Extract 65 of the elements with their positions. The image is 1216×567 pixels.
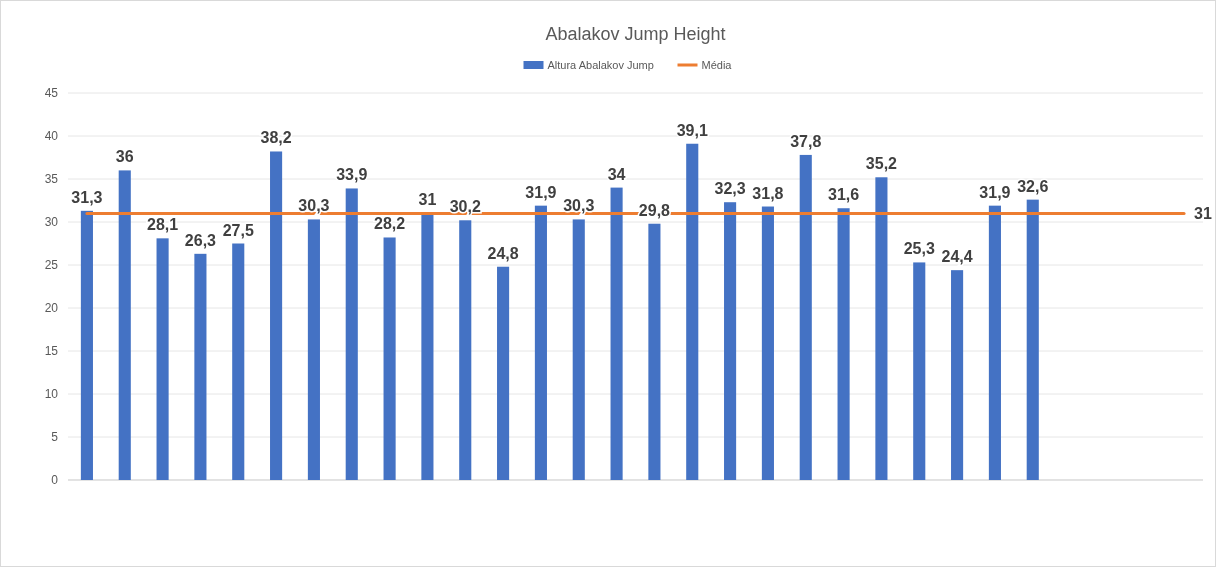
data-label: 28,2 [374, 215, 406, 233]
data-label: 38,2 [260, 129, 292, 147]
data-label: 30,3 [563, 197, 595, 215]
bar [724, 202, 737, 480]
data-label: 30,3 [298, 197, 330, 215]
bar [648, 223, 661, 480]
bar [270, 151, 283, 480]
y-tick-label: 0 [51, 473, 59, 487]
bar [610, 187, 623, 480]
y-tick-label: 25 [44, 258, 59, 272]
bar [1026, 199, 1039, 480]
y-tick-label: 10 [44, 387, 59, 401]
bar [345, 188, 358, 480]
data-label: 31 [418, 191, 437, 209]
bar [761, 206, 774, 480]
y-tick-label: 30 [44, 215, 59, 229]
data-label: 31 [1194, 205, 1212, 223]
bar [156, 238, 169, 480]
data-label: 30,2 [449, 198, 481, 216]
bar [118, 170, 131, 480]
data-label: 39,1 [676, 121, 708, 139]
data-label: 34 [607, 165, 626, 183]
legend-label: Média [701, 59, 733, 71]
data-label: 32,3 [714, 180, 746, 198]
data-label: 31,3 [71, 188, 103, 206]
bar [837, 208, 850, 480]
bar [80, 210, 93, 480]
bar [799, 154, 812, 480]
data-label: 31,9 [979, 183, 1011, 201]
bar [988, 205, 1001, 480]
bar [307, 219, 320, 480]
y-tick-label: 5 [51, 430, 59, 444]
data-label: 28,1 [147, 216, 179, 234]
y-tick-label: 35 [44, 172, 59, 186]
bar [383, 237, 396, 480]
data-label: 35,2 [865, 155, 898, 173]
data-label: 31,8 [752, 184, 784, 202]
data-label: 24,4 [941, 248, 973, 266]
y-tick-label: 20 [44, 301, 59, 315]
y-tick-label: 15 [44, 344, 59, 358]
bar [913, 262, 926, 480]
data-label: 37,8 [790, 132, 822, 150]
chart-title: Abalakov Jump Height [545, 24, 726, 44]
bar [686, 143, 699, 480]
data-label: 25,3 [903, 240, 935, 258]
legend-label: Altura Abalakov Jump [547, 59, 654, 71]
data-label: 31,6 [828, 186, 860, 204]
data-label: 26,3 [184, 231, 217, 249]
bar [232, 243, 245, 480]
bar [534, 205, 547, 480]
data-label: 33,9 [336, 166, 368, 184]
bar [572, 219, 585, 480]
bar [421, 213, 434, 480]
data-label: 27,5 [222, 221, 254, 239]
data-label: 24,8 [487, 244, 519, 262]
y-tick-label: 45 [44, 86, 59, 100]
data-label: 32,6 [1017, 177, 1049, 195]
data-label: 31,9 [525, 183, 557, 201]
bar [951, 270, 964, 480]
bar [459, 220, 472, 480]
bar [194, 253, 207, 480]
data-label: 36 [115, 148, 134, 166]
bar [497, 266, 510, 480]
bar [875, 177, 888, 480]
y-tick-label: 40 [44, 129, 59, 143]
